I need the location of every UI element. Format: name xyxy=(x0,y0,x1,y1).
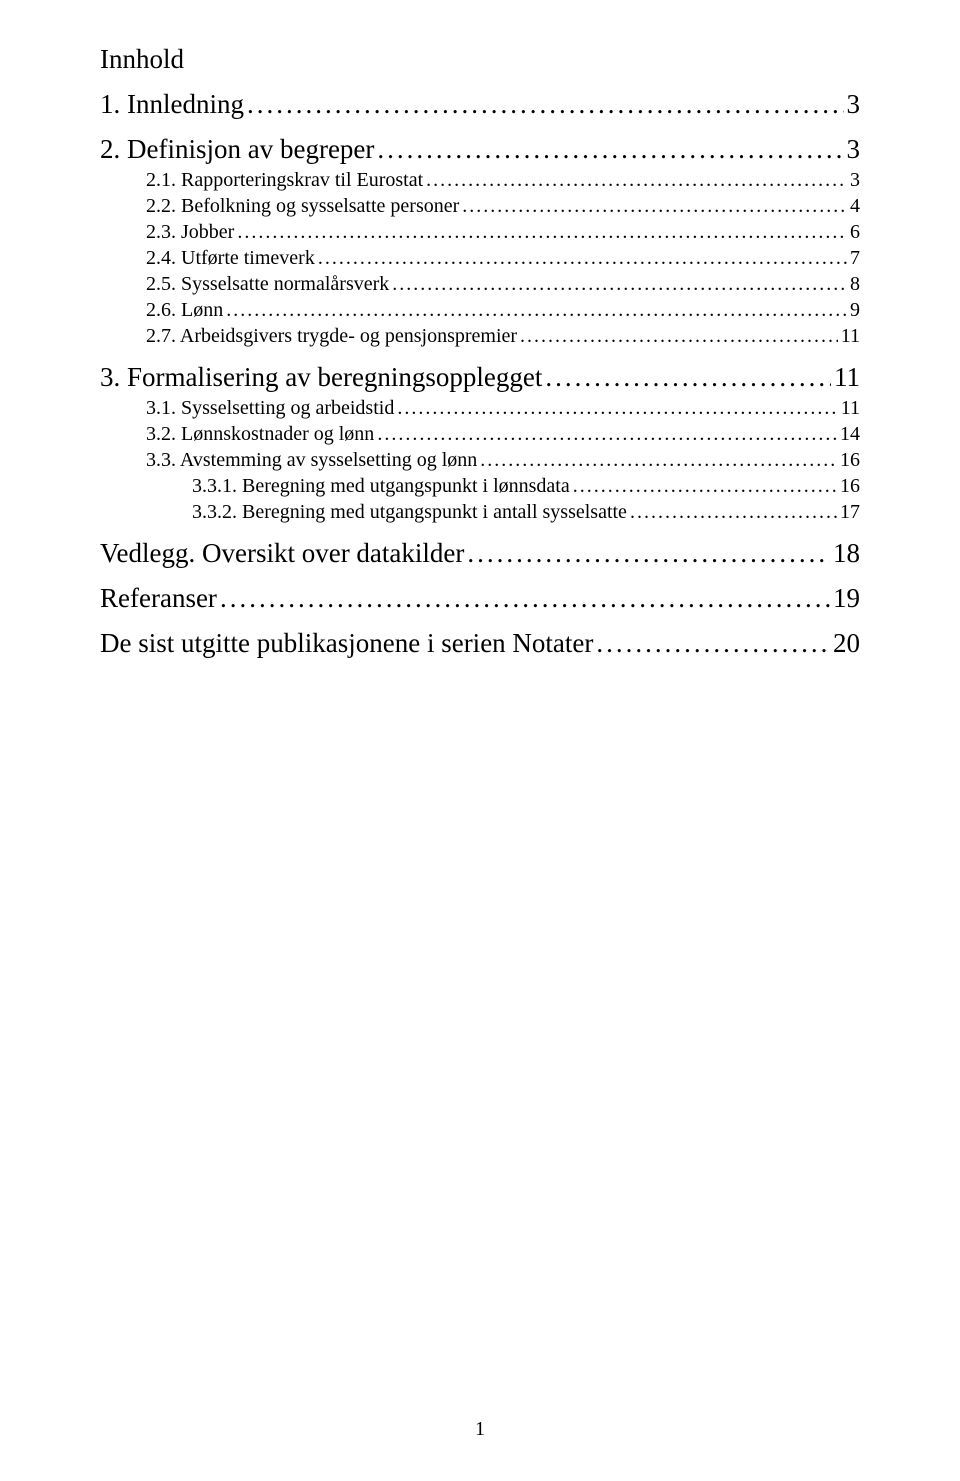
toc-entry-page: 16 xyxy=(840,475,860,498)
toc-leader: ........................................… xyxy=(480,449,837,472)
toc-entry-label: 1. Innledning xyxy=(100,89,244,120)
toc-leader: ........................................… xyxy=(545,362,831,393)
toc-leader: ........................................… xyxy=(247,89,844,120)
toc-entry-label: 3.2. Lønnskostnader og lønn xyxy=(146,423,374,446)
toc-entry-page: 17 xyxy=(840,501,860,524)
toc-entry: Vedlegg. Oversikt over datakilder.......… xyxy=(100,538,860,569)
toc-entry: 3.2. Lønnskostnader og lønn.............… xyxy=(146,423,860,446)
toc-entry: 3.3.1. Beregning med utgangspunkt i lønn… xyxy=(192,475,860,498)
toc-entry-label: 2.4. Utførte timeverk xyxy=(146,247,315,270)
toc-entry: 1. Innledning...........................… xyxy=(100,89,860,120)
toc-leader: ........................................… xyxy=(377,134,843,165)
toc-entry-label: 3.1. Sysselsetting og arbeidstid xyxy=(146,397,394,420)
toc-entry: 2.2. Befolkning og sysselsatte personer.… xyxy=(146,195,860,218)
toc-entry: 3.1. Sysselsetting og arbeidstid........… xyxy=(146,397,860,420)
toc-entry-page: 11 xyxy=(841,397,860,420)
toc-leader: ........................................… xyxy=(467,538,830,569)
toc-title: Innhold xyxy=(100,44,860,75)
toc-list: 1. Innledning...........................… xyxy=(100,89,860,659)
toc-entry-label: 3.3.2. Beregning med utgangspunkt i anta… xyxy=(192,501,627,524)
toc-entry-page: 7 xyxy=(850,247,860,270)
page-number: 1 xyxy=(0,1418,960,1441)
toc-entry-page: 18 xyxy=(833,538,860,569)
toc-entry-page: 3 xyxy=(847,89,861,120)
toc-entry-label: De sist utgitte publikasjonene i serien … xyxy=(100,628,593,659)
toc-entry: 3.3.2. Beregning med utgangspunkt i anta… xyxy=(192,501,860,524)
toc-entry-label: 2. Definisjon av begreper xyxy=(100,134,374,165)
toc-entry-page: 3 xyxy=(850,169,860,192)
toc-entry: 2.4. Utførte timeverk...................… xyxy=(146,247,860,270)
toc-entry: 2.7. Arbeidsgivers trygde- og pensjonspr… xyxy=(146,325,860,348)
toc-entry: 2.1. Rapporteringskrav til Eurostat.....… xyxy=(146,169,860,192)
toc-entry-label: 2.7. Arbeidsgivers trygde- og pensjonspr… xyxy=(146,325,517,348)
toc-leader: ........................................… xyxy=(318,247,847,270)
toc-leader: ........................................… xyxy=(520,325,838,348)
toc-entry: 2.6. Lønn...............................… xyxy=(146,299,860,322)
toc-entry-page: 4 xyxy=(850,195,860,218)
toc-entry-label: Referanser xyxy=(100,583,217,614)
toc-entry-page: 11 xyxy=(834,362,860,393)
toc-entry-page: 11 xyxy=(841,325,860,348)
toc-entry: De sist utgitte publikasjonene i serien … xyxy=(100,628,860,659)
toc-entry-label: 3.3.1. Beregning med utgangspunkt i lønn… xyxy=(192,475,570,498)
toc-entry-page: 3 xyxy=(847,134,861,165)
toc-entry-page: 19 xyxy=(833,583,860,614)
toc-entry-label: 2.3. Jobber xyxy=(146,221,234,244)
toc-entry: 2.3. Jobber.............................… xyxy=(146,221,860,244)
toc-entry-page: 9 xyxy=(850,299,860,322)
toc-leader: ........................................… xyxy=(220,583,830,614)
toc-leader: ........................................… xyxy=(426,169,847,192)
toc-entry-page: 20 xyxy=(833,628,860,659)
toc-entry: Referanser..............................… xyxy=(100,583,860,614)
toc-entry-label: 2.2. Befolkning og sysselsatte personer xyxy=(146,195,459,218)
toc-leader: ........................................… xyxy=(397,397,837,420)
toc-entry-label: 3. Formalisering av beregningsopplegget xyxy=(100,362,542,393)
toc-leader: ........................................… xyxy=(392,273,847,296)
toc-entry-page: 8 xyxy=(850,273,860,296)
toc-leader: ........................................… xyxy=(377,423,837,446)
toc-entry: 3. Formalisering av beregningsopplegget.… xyxy=(100,362,860,393)
toc-entry-label: 2.6. Lønn xyxy=(146,299,223,322)
toc-entry: 2. Definisjon av begreper...............… xyxy=(100,134,860,165)
toc-leader: ........................................… xyxy=(596,628,830,659)
toc-entry: 2.5. Sysselsatte normalårsverk..........… xyxy=(146,273,860,296)
toc-leader: ........................................… xyxy=(237,221,847,244)
toc-entry: 3.3. Avstemming av sysselsetting og lønn… xyxy=(146,449,860,472)
toc-entry-label: 3.3. Avstemming av sysselsetting og lønn xyxy=(146,449,477,472)
toc-entry-label: Vedlegg. Oversikt over datakilder xyxy=(100,538,464,569)
toc-leader: ........................................… xyxy=(573,475,837,498)
toc-entry-page: 16 xyxy=(840,449,860,472)
toc-entry-page: 14 xyxy=(840,423,860,446)
toc-entry-label: 2.5. Sysselsatte normalårsverk xyxy=(146,273,389,296)
toc-leader: ........................................… xyxy=(462,195,847,218)
toc-entry-page: 6 xyxy=(850,221,860,244)
toc-leader: ........................................… xyxy=(630,501,837,524)
toc-leader: ........................................… xyxy=(226,299,847,322)
toc-entry-label: 2.1. Rapporteringskrav til Eurostat xyxy=(146,169,423,192)
